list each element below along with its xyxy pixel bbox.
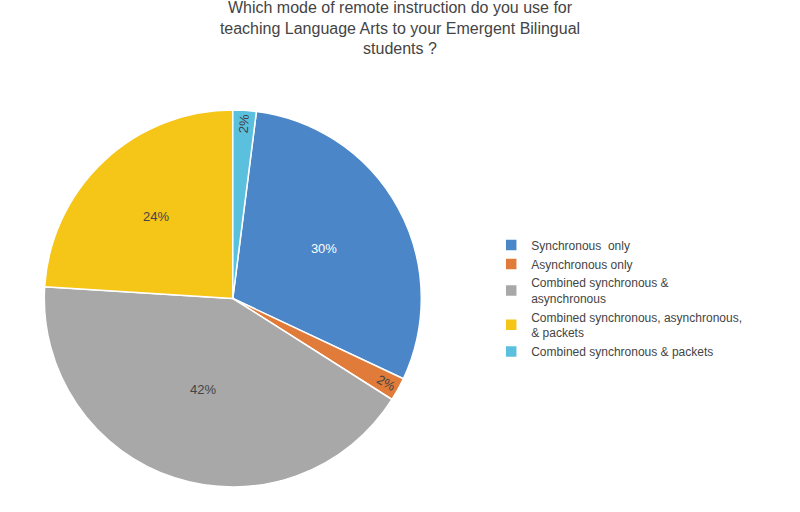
svg-text:24%: 24%	[143, 209, 169, 224]
svg-text:Combined synchronous, asynchro: Combined synchronous, asynchronous,& pac…	[531, 311, 742, 341]
svg-text:2%: 2%	[374, 371, 398, 394]
svg-text:2%: 2%	[236, 114, 252, 134]
svg-text:Which mode of remote instructi: Which mode of remote instruction do you …	[220, 0, 580, 57]
svg-text:42%: 42%	[190, 382, 216, 397]
svg-text:Asynchronous only: Asynchronous only	[531, 258, 632, 272]
svg-text:Synchronous only: Synchronous only	[531, 239, 630, 253]
svg-text:Combined synchronous &asynchro: Combined synchronous &asynchronous	[531, 276, 668, 306]
svg-text:Combined synchronous & packets: Combined synchronous & packets	[531, 345, 713, 359]
svg-text:30%: 30%	[311, 241, 337, 256]
